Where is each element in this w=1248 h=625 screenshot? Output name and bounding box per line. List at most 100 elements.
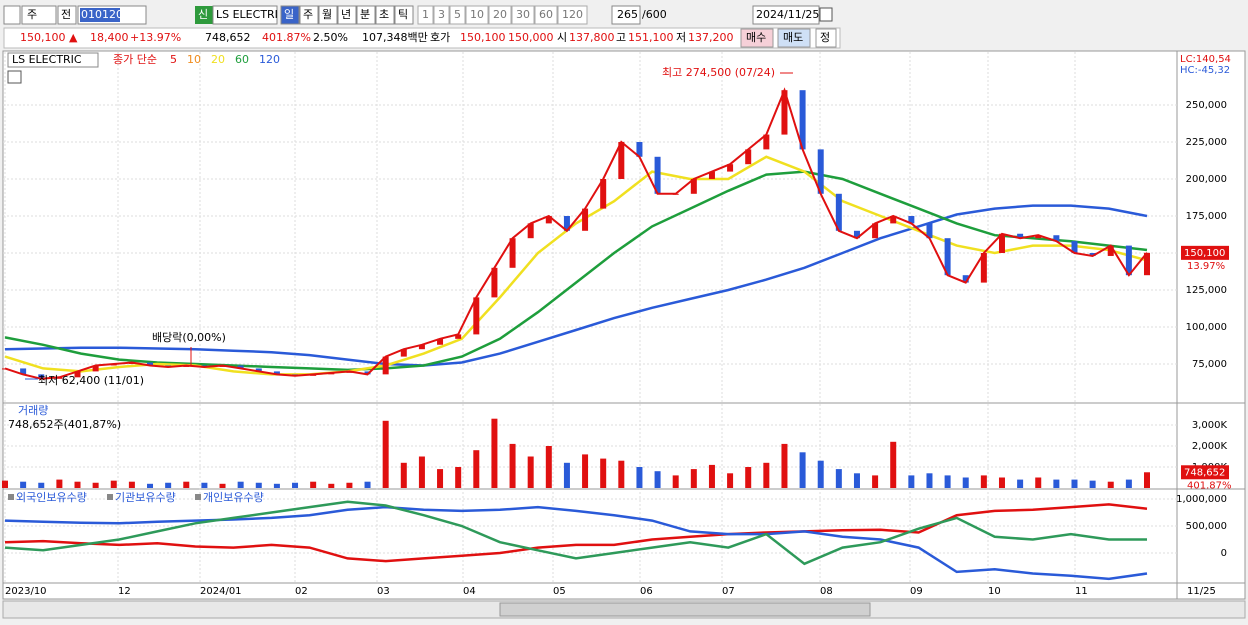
volume-bar	[364, 481, 371, 488]
volume-pct: 401.87%	[262, 31, 311, 44]
interval-button[interactable]	[433, 5, 450, 25]
period-button[interactable]	[280, 5, 300, 25]
new-badge[interactable]	[195, 6, 213, 24]
volume-bar	[563, 462, 570, 488]
interval: 10	[470, 8, 484, 21]
candle	[998, 233, 1005, 253]
x-tick-label: 03	[377, 586, 390, 597]
dividend-note: 배당락(0,00%)	[152, 331, 226, 344]
interval-button[interactable]	[511, 5, 535, 25]
stock-name: LS ELECTRI	[216, 8, 278, 21]
hc: HC:-45,32	[1180, 65, 1230, 76]
fix-button[interactable]	[815, 28, 837, 48]
candle	[509, 238, 516, 268]
y-tick-label: 200,000	[1186, 174, 1227, 185]
volume-bar	[292, 482, 299, 488]
legend-entry: 개인보유수량	[203, 491, 264, 504]
candle	[147, 362, 154, 366]
marks	[2, 87, 1150, 581]
volume-bar	[473, 450, 480, 488]
volume-bar	[582, 454, 589, 488]
legend-swatch	[195, 494, 201, 500]
interval-button[interactable]	[534, 5, 558, 25]
volume-bar	[799, 452, 806, 488]
y-tick-label: 225,000	[1186, 137, 1227, 148]
volume-bar	[2, 480, 8, 488]
menu-icon[interactable]	[3, 5, 21, 25]
x-tick-label: 12	[118, 586, 131, 597]
volume-bar	[872, 475, 879, 488]
period-button[interactable]	[394, 5, 414, 25]
period-button[interactable]	[299, 5, 319, 25]
candle	[745, 149, 752, 165]
candle	[690, 178, 697, 194]
volume-bar	[1035, 477, 1042, 488]
volume-bar	[600, 458, 607, 488]
volume-bar	[817, 460, 824, 488]
volume-bar	[255, 482, 262, 488]
interval-button[interactable]	[488, 5, 512, 25]
candle	[364, 371, 371, 375]
candle	[1144, 252, 1150, 276]
candle	[74, 371, 81, 378]
interval-button[interactable]	[557, 5, 588, 25]
volume-bar	[962, 477, 969, 488]
period-button[interactable]	[375, 5, 395, 25]
count-input[interactable]	[611, 5, 641, 25]
calendar-icon[interactable]	[819, 7, 833, 22]
interval: 5	[454, 8, 461, 21]
ask: 150,100	[460, 31, 506, 44]
candle	[92, 365, 99, 372]
interval-button[interactable]	[417, 5, 434, 25]
panel-stock-name: LS ELECTRIC	[12, 53, 82, 66]
ma-period: 10	[187, 53, 201, 66]
sell-button[interactable]	[777, 28, 811, 48]
fix: 정	[820, 31, 830, 44]
candle	[1125, 245, 1132, 276]
volume-bar	[980, 475, 987, 488]
scroll-thumb[interactable]	[499, 602, 871, 617]
bid: 150,000	[508, 31, 554, 44]
buy-button[interactable]	[740, 28, 774, 48]
period: 틱	[398, 8, 408, 21]
candle	[563, 215, 570, 231]
y-tick-label: 0	[1221, 548, 1227, 559]
x-tick-label: 08	[820, 586, 833, 597]
open-label: 시	[557, 31, 567, 44]
count-max: /600	[642, 8, 667, 21]
change-pct: +13.97%	[130, 31, 181, 44]
volume-bar	[201, 482, 208, 488]
code-selection	[80, 8, 120, 22]
volume-bar	[219, 483, 226, 488]
date-input[interactable]	[752, 5, 820, 25]
market-select[interactable]	[21, 5, 57, 25]
scope-button[interactable]	[57, 5, 77, 25]
volume-bar	[890, 441, 897, 488]
volume-bar	[110, 480, 117, 488]
table-icon[interactable]	[7, 70, 22, 84]
holding-line	[4, 503, 1148, 563]
candle	[491, 267, 498, 298]
period: 일	[284, 7, 294, 21]
interval-button[interactable]	[449, 5, 466, 25]
ma-period: 120	[259, 53, 280, 66]
period-button[interactable]	[318, 5, 338, 25]
volume-bar	[690, 469, 697, 488]
y-tick-label: 75,000	[1192, 359, 1227, 370]
volume-bar	[273, 483, 280, 488]
interval: 60	[539, 8, 553, 21]
last-price: 150,100	[1184, 248, 1225, 259]
interval-button[interactable]	[465, 5, 489, 25]
period-button[interactable]	[337, 5, 357, 25]
name-box	[212, 5, 278, 25]
period-button[interactable]	[356, 5, 376, 25]
high: 151,100	[628, 31, 674, 44]
interval: 120	[562, 8, 583, 21]
ma-period: 20	[211, 53, 225, 66]
scope: 전	[61, 8, 71, 21]
date: 2024/11/25	[756, 8, 819, 21]
candle	[890, 215, 897, 224]
period: 초	[379, 8, 389, 21]
